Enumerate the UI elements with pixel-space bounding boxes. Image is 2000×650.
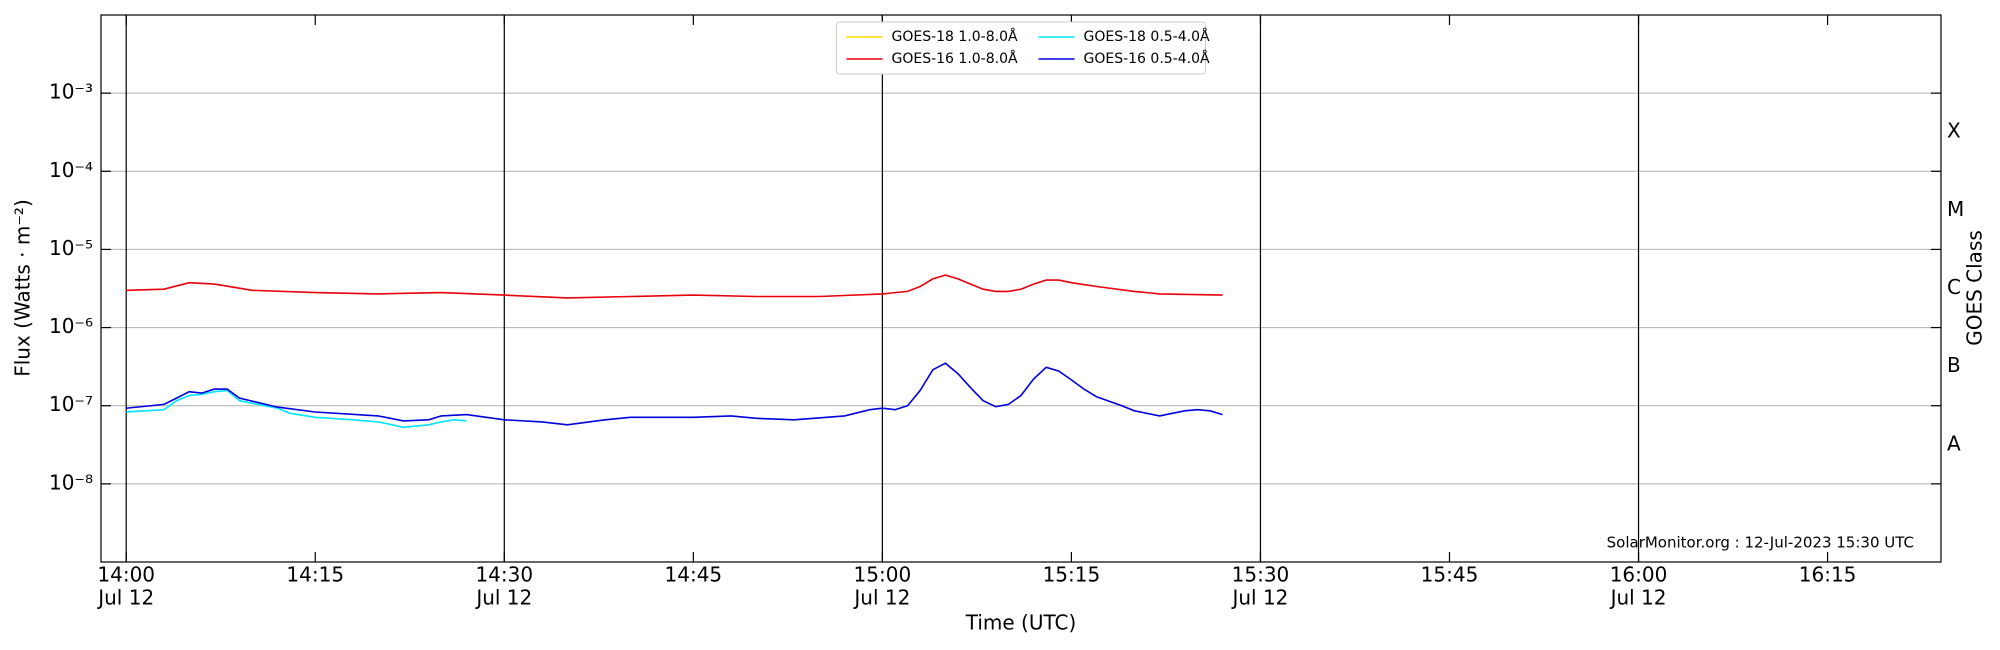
legend-label: GOES-18 0.5-4.0Å bbox=[1084, 28, 1210, 45]
legend-box bbox=[836, 21, 1206, 75]
class-label: M bbox=[1947, 197, 1964, 221]
x-tick-label: 16:00 bbox=[1610, 563, 1668, 587]
x-tick-label: 14:45 bbox=[665, 563, 723, 587]
x-tick-label: 14:15 bbox=[286, 563, 344, 587]
x-tick-label: 15:15 bbox=[1043, 563, 1101, 587]
legend-label: GOES-16 1.0-8.0Å bbox=[892, 50, 1018, 67]
x-tick-label: 15:30 bbox=[1232, 563, 1290, 587]
x-axis-label: Time (UTC) bbox=[965, 611, 1077, 635]
series-line bbox=[126, 389, 467, 429]
x-tick-label: 15:00 bbox=[854, 563, 912, 587]
x-tick-label: 16:15 bbox=[1799, 563, 1857, 587]
series-line bbox=[126, 274, 1223, 299]
legend-label: GOES-16 0.5-4.0Å bbox=[1084, 50, 1210, 67]
x-date-label: Jul 12 bbox=[474, 586, 532, 610]
y-tick-label: 10⁻³ bbox=[49, 80, 93, 104]
y-tick-label: 10⁻⁸ bbox=[49, 470, 93, 494]
plot-frame bbox=[100, 14, 1942, 563]
class-label: X bbox=[1947, 119, 1961, 143]
series-line bbox=[126, 362, 1223, 426]
class-label: B bbox=[1947, 353, 1961, 377]
legend-label: GOES-18 1.0-8.0Å bbox=[892, 28, 1018, 45]
x-tick-label: 14:00 bbox=[97, 563, 155, 587]
x-date-label: Jul 12 bbox=[96, 586, 154, 610]
class-label: C bbox=[1947, 275, 1961, 299]
x-tick-label: 14:30 bbox=[475, 563, 533, 587]
annotation: SolarMonitor.org : 12-Jul-2023 15:30 UTC bbox=[1607, 534, 1914, 552]
class-label: A bbox=[1947, 431, 1961, 455]
y-tick-label: 10⁻⁴ bbox=[49, 158, 93, 182]
y2-axis-label: GOES Class bbox=[1963, 230, 1987, 346]
y-tick-label: 10⁻⁵ bbox=[49, 236, 93, 260]
legend: GOES-18 1.0-8.0Å GOES-16 1.0-8.0Å GOES-18 … bbox=[836, 21, 1210, 75]
y-axis-label: Flux (Watts · m⁻²) bbox=[11, 199, 35, 377]
x-date-label: Jul 12 bbox=[1609, 586, 1667, 610]
x-date-label: Jul 12 bbox=[852, 586, 910, 610]
y-tick-label: 10⁻⁶ bbox=[49, 314, 93, 338]
x-date-label: Jul 12 bbox=[1230, 586, 1288, 610]
y-tick-label: 10⁻⁷ bbox=[49, 392, 93, 416]
x-tick-label: 15:45 bbox=[1421, 563, 1479, 587]
